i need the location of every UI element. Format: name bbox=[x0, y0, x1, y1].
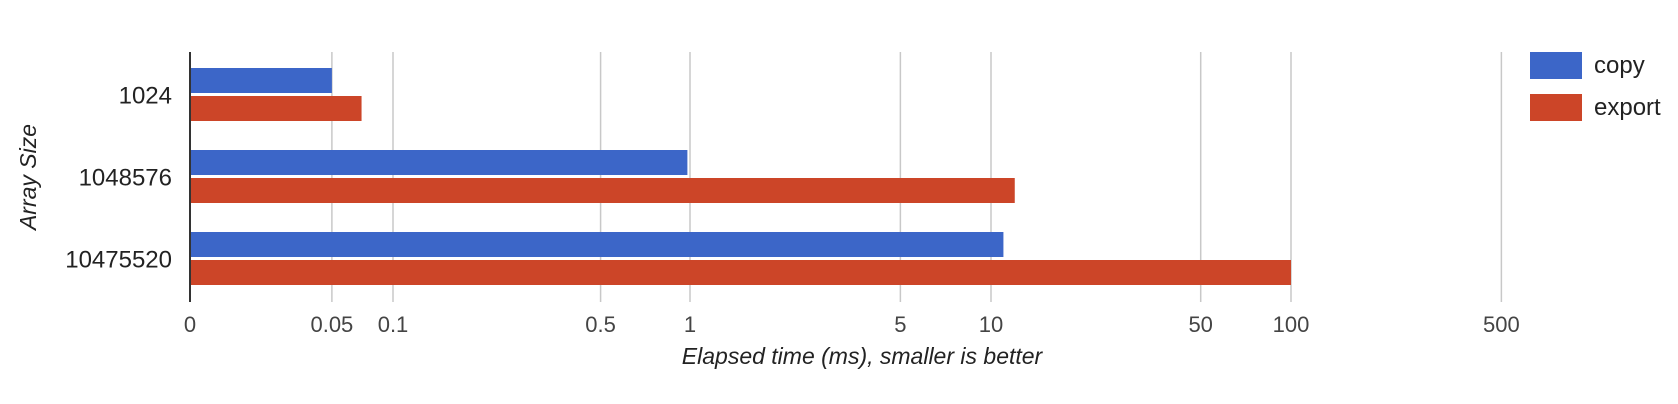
category-label: 10475520 bbox=[65, 247, 172, 274]
x-tick-label: 10 bbox=[979, 312, 1003, 337]
category-labels: 1024 1048576 10475520 bbox=[65, 83, 172, 274]
x-tick-label: 0.05 bbox=[310, 312, 353, 337]
x-tick-label: 1 bbox=[684, 312, 696, 337]
x-tick-labels: 0 0.05 0.1 0.5 1 5 10 50 100 500 bbox=[184, 312, 1520, 337]
bar-copy-1048576[interactable] bbox=[191, 150, 688, 175]
x-tick-label: 50 bbox=[1188, 312, 1212, 337]
bar-copy-10475520[interactable] bbox=[191, 232, 1004, 257]
category-label: 1048576 bbox=[79, 165, 172, 192]
x-tick-label: 500 bbox=[1483, 312, 1520, 337]
bar-copy-1024[interactable] bbox=[191, 68, 332, 93]
bar-export-1048576[interactable] bbox=[191, 178, 1015, 203]
bars bbox=[191, 68, 1291, 285]
gridlines bbox=[331, 52, 1503, 302]
legend-swatch-copy[interactable] bbox=[1530, 52, 1582, 79]
x-axis-title: Elapsed time (ms), smaller is better bbox=[682, 343, 1044, 369]
legend: copy export bbox=[1530, 52, 1661, 121]
bar-export-10475520[interactable] bbox=[191, 260, 1291, 285]
category-label: 1024 bbox=[119, 83, 172, 110]
x-tick-label: 5 bbox=[894, 312, 906, 337]
x-tick-label: 0 bbox=[184, 312, 196, 337]
bar-export-1024[interactable] bbox=[191, 96, 362, 121]
legend-swatch-export[interactable] bbox=[1530, 94, 1582, 121]
x-tick-label: 100 bbox=[1273, 312, 1310, 337]
x-tick-label: 0.1 bbox=[378, 312, 409, 337]
legend-label-export[interactable]: export bbox=[1594, 94, 1661, 121]
y-axis-title: Array Size bbox=[15, 124, 41, 232]
legend-label-copy[interactable]: copy bbox=[1594, 52, 1645, 79]
x-tick-label: 0.5 bbox=[585, 312, 616, 337]
